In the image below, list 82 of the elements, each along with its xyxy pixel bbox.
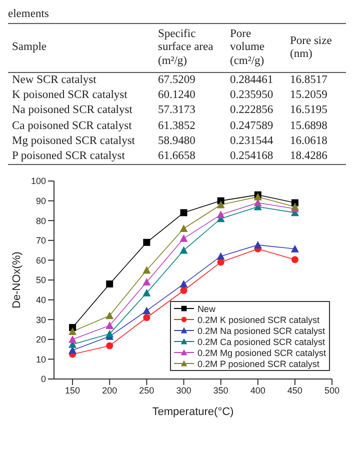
data-label: 57.3173 — [157, 103, 196, 118]
category-label: Na poisoned SCR catalyst — [11, 103, 134, 118]
point — [106, 312, 114, 320]
text: Specific surface area (m²/g) — [157, 27, 214, 69]
data-label: 0.247589 — [229, 118, 274, 134]
y-tick-label: 20 — [36, 334, 46, 345]
data-label: 16.8517 — [289, 72, 328, 88]
y-tick-label: 100 — [30, 176, 46, 186]
point — [143, 314, 150, 322]
y-tick-label: 0 — [40, 374, 46, 384]
y-tick-label: 40 — [36, 295, 46, 306]
x-tick-label: 400 — [250, 386, 266, 396]
point — [142, 266, 151, 274]
y-tick-label: 60 — [36, 256, 46, 266]
legend-label: 0.2M Ca posioned SCR catalyst — [197, 336, 325, 347]
point — [180, 234, 188, 242]
data-label: 61.3852 — [157, 118, 196, 134]
y-tick-label: 30 — [36, 314, 46, 325]
x-tick-label: 450 — [287, 386, 302, 396]
legend-label: 0.2M Mg posioned SCR catalyst — [197, 348, 326, 358]
data-label: 0.284461 — [229, 72, 274, 88]
y-tick-label: 10 — [36, 354, 46, 365]
x-tick-label: 200 — [102, 386, 118, 396]
data-label: 0.235950 — [229, 88, 274, 104]
data-label: 60.1240 — [157, 88, 196, 104]
point — [290, 245, 299, 253]
point — [106, 330, 114, 338]
point — [143, 239, 150, 246]
text: Sample — [11, 40, 48, 56]
x-tick-label: 250 — [139, 386, 154, 396]
data-label: 0.222856 — [229, 103, 274, 118]
x-axis-title: Temperature(°C) — [152, 406, 234, 418]
legend-label: 0.2M K posioned SCR catalyst — [197, 314, 320, 325]
category-label: P poisoned SCR catalyst — [11, 148, 126, 164]
category-label: New SCR catalyst — [11, 72, 98, 88]
data-label: 61.6658 — [157, 148, 196, 164]
point — [180, 246, 188, 254]
x-tick-label: 500 — [324, 386, 340, 396]
y-tick-label: 70 — [36, 236, 46, 246]
point — [291, 256, 298, 264]
x-tick-label: 300 — [176, 386, 192, 396]
point — [180, 224, 188, 232]
point — [106, 322, 114, 330]
legend-label: 0.2M P posioned SCR catalyst — [197, 358, 320, 369]
point — [68, 328, 77, 336]
y-tick-label: 50 — [36, 275, 46, 286]
point — [106, 280, 114, 288]
text: Pore volume (cm²/g) — [229, 27, 266, 69]
x-tick-label: 350 — [213, 386, 228, 396]
data-label: 16.5195 — [289, 103, 328, 118]
point — [142, 278, 151, 286]
y-axis-title: De-NOx(%) — [10, 252, 23, 309]
data-label: 18.4286 — [289, 148, 328, 164]
category-label: Mg poisoned SCR catalyst — [11, 134, 136, 149]
data-label: 67.5209 — [157, 72, 196, 88]
data-label: 58.9480 — [157, 134, 196, 149]
y-tick-label: 90 — [36, 196, 46, 206]
point — [216, 252, 225, 260]
point — [216, 200, 225, 208]
legend-label: New — [197, 304, 216, 314]
data-label: 15.6898 — [289, 118, 328, 134]
data-label: 16.0618 — [289, 134, 328, 149]
legend-label: 0.2M Na posioned SCR catalyst — [197, 326, 325, 336]
text: Pore size (nm) — [289, 34, 333, 62]
y-tick-label: 80 — [36, 216, 46, 226]
data-label: 15.2059 — [289, 88, 328, 104]
point — [180, 209, 188, 216]
category-label: Ca poisoned SCR catalyst — [11, 118, 133, 134]
point — [217, 258, 224, 266]
point — [142, 306, 151, 314]
point — [106, 342, 114, 350]
point — [180, 280, 188, 288]
point — [216, 210, 225, 218]
point — [180, 287, 188, 294]
category-label: K poisoned SCR catalyst — [11, 88, 128, 104]
data-label: 0.231544 — [229, 134, 274, 149]
point — [254, 241, 262, 249]
point — [68, 336, 77, 344]
x-tick-label: 150 — [65, 386, 80, 396]
data-label: 0.254168 — [229, 148, 274, 164]
point — [142, 289, 151, 297]
text: elements — [8, 8, 50, 22]
